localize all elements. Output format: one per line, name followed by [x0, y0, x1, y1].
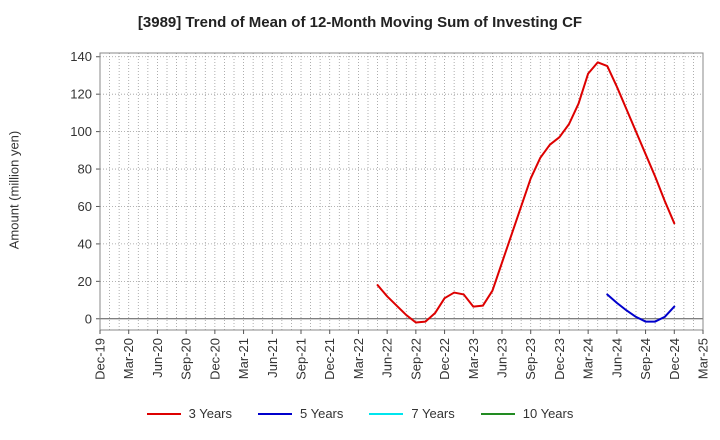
x-tick-label: Mar-23 [466, 338, 481, 379]
axis-layer: 0 20 40 60 80 100 120 140 Dec-19 Mar-20 Jun-20 Sep-… [70, 49, 710, 380]
x-tick-label: Jun-21 [265, 338, 280, 378]
x-tick-label: Jun-23 [495, 338, 510, 378]
grid-layer [99, 53, 704, 330]
x-tick-label: Dec-22 [437, 338, 452, 380]
y-tick-label: 140 [70, 49, 92, 64]
y-axis-label: Amount (million yen) [6, 130, 22, 250]
y-tick-label: 20 [78, 274, 92, 289]
y-tick-label: 60 [78, 199, 92, 214]
legend-swatch [258, 412, 292, 415]
chart-title: [3989] Trend of Mean of 12-Month Moving … [137, 14, 583, 31]
x-tick-label: Jun-22 [380, 338, 395, 378]
x-tick-label: Jun-24 [609, 338, 624, 378]
legend-label: 3 Years [188, 406, 232, 421]
x-tick-label: Dec-24 [667, 338, 682, 380]
legend-item: 3 Years [146, 406, 232, 421]
x-tick-label: Dec-23 [552, 338, 567, 380]
legend-item: 5 Years [258, 406, 343, 421]
x-tick-label: Sep-22 [408, 338, 423, 380]
x-tick-label: Dec-20 [207, 338, 222, 380]
y-tick-label: 0 [85, 311, 92, 326]
x-tick-label: Dec-19 [93, 338, 108, 380]
y-tick-label: 40 [78, 236, 92, 251]
x-tick-label: Sep-23 [523, 338, 538, 380]
legend-label: 10 Years [522, 406, 574, 421]
legend-swatch [369, 412, 404, 415]
y-tick-label: 100 [70, 124, 92, 139]
x-tick-label: Dec-21 [322, 338, 337, 380]
series-line-3-years [376, 61, 676, 324]
x-tick-label: Jun-20 [150, 338, 165, 378]
x-tick-label: Mar-21 [236, 338, 251, 379]
x-tick-label: Sep-20 [179, 338, 194, 380]
y-tick-label: 120 [70, 87, 92, 102]
y-tick-label: 80 [78, 162, 92, 177]
x-tick-label: Sep-21 [294, 338, 309, 380]
series-layer [376, 61, 676, 324]
legend: 3 Years 5 Years 7 Years 10 Years [0, 406, 720, 421]
x-tick-label: Mar-25 [696, 338, 711, 379]
x-tick-label: Sep-24 [638, 338, 653, 380]
legend-label: 5 Years [300, 406, 344, 421]
legend-swatch [146, 412, 181, 415]
series-line-5-years [606, 293, 676, 323]
plot-frame [99, 52, 704, 331]
x-tick-label: Mar-24 [581, 338, 596, 379]
legend-label: 7 Years [411, 406, 455, 421]
x-tick-label: Mar-22 [351, 338, 366, 379]
x-tick-label: Mar-20 [121, 338, 136, 379]
legend-swatch [480, 412, 515, 415]
legend-item: 10 Years [480, 406, 574, 421]
legend-item: 7 Years [369, 406, 455, 421]
